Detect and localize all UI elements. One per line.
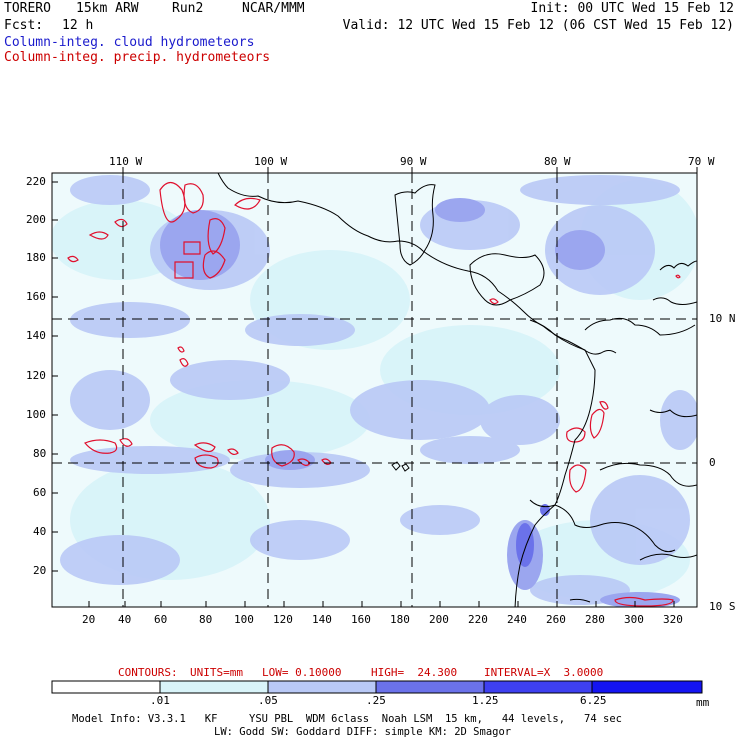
lon-label-100w: 100 W [254,155,288,168]
colorbar-label: 6.25 [580,694,607,707]
x-tick-label: 240 [507,613,527,626]
graticule [52,173,697,607]
lon-label-90w: 90 W [400,155,427,168]
lat-label-10n: 10 N [709,312,736,325]
valid-time: Valid: 12 UTC Wed 15 Feb 12 (06 CST Wed … [342,18,734,33]
x-tick-label: 200 [429,613,449,626]
run-label: Run2 [172,1,204,16]
x-tick-marks [88,601,675,607]
x-tick-label: 100 [234,613,254,626]
x-tick-label: 320 [663,613,683,626]
coastlines [217,173,697,607]
model-name: TORERO [4,1,51,16]
lon-tick-marks [122,167,698,173]
plot-frame [51,172,698,608]
x-tick-label: 160 [351,613,371,626]
x-tick-label: 280 [585,613,605,626]
colorbar-bin [51,680,161,694]
colorbar-bin [483,680,593,694]
colorbar-bin [159,680,269,694]
colorbar-label: .25 [366,694,386,707]
y-tick-marks [52,181,58,572]
x-tick-label: 220 [468,613,488,626]
model-info-physics: LW: Godd SW: Goddard DIFF: simple KM: 2D… [214,726,512,738]
model-info: Model Info: V3.3.1 KF YSU PBL WDM 6class… [72,713,622,725]
y-tick-label: 220 [26,175,46,188]
x-tick-label: 80 [199,613,213,626]
org-label: NCAR/MMM [242,1,305,16]
colorbar-unit: mm [696,696,710,709]
colorbar-bin [375,680,485,694]
x-tick-label: 40 [118,613,132,626]
x-tick-label: 260 [546,613,566,626]
x-tick-label: 60 [154,613,168,626]
y-tick-label: 40 [33,525,47,538]
x-tick-label: 20 [82,613,96,626]
lat-label-0: 0 [709,456,716,469]
field-cloud-label: Column-integ. cloud hydrometeors [4,35,255,50]
fcst-value: 12 h [62,18,94,33]
x-tick-label: 120 [273,613,293,626]
precip-contours [67,181,681,607]
y-tick-label: 20 [33,564,47,577]
contour-high: HIGH= 24.300 [371,666,458,679]
colorbar-label: 1.25 [472,694,499,707]
lon-label-110w: 110 W [109,155,143,168]
y-tick-label: 80 [33,447,47,460]
hydrometeor-field [52,173,697,607]
colorbar-bin [267,680,377,694]
y-tick-label: 160 [26,290,46,303]
lon-label-80w: 80 W [544,155,571,168]
lon-label-70w: 70 W [688,155,715,168]
field-precip-label: Column-integ. precip. hydrometeors [4,50,271,65]
lat-label-10s: 10 S [709,600,736,613]
colorbar-label: .05 [258,694,278,707]
resolution: 15km ARW [76,1,139,16]
x-tick-label: 180 [390,613,410,626]
y-tick-label: 180 [26,251,46,264]
contour-label: CONTOURS: [118,666,178,679]
y-tick-label: 140 [26,329,46,342]
colorbar-label: .01 [150,694,170,707]
contour-low: LOW= 0.10000 [262,666,342,679]
init-time: Init: 00 UTC Wed 15 Feb 12 [530,1,735,16]
y-tick-label: 60 [33,486,47,499]
x-tick-label: 300 [624,613,644,626]
x-tick-label: 140 [312,613,332,626]
y-tick-label: 100 [26,408,46,421]
fcst-label: Fcst: [4,18,44,33]
y-tick-label: 200 [26,213,46,226]
colorbar-bin [591,680,703,694]
contour-interval: INTERVAL=X 3.0000 [484,666,604,679]
y-tick-label: 120 [26,369,46,382]
contour-units: UNITS=mm [190,666,243,679]
